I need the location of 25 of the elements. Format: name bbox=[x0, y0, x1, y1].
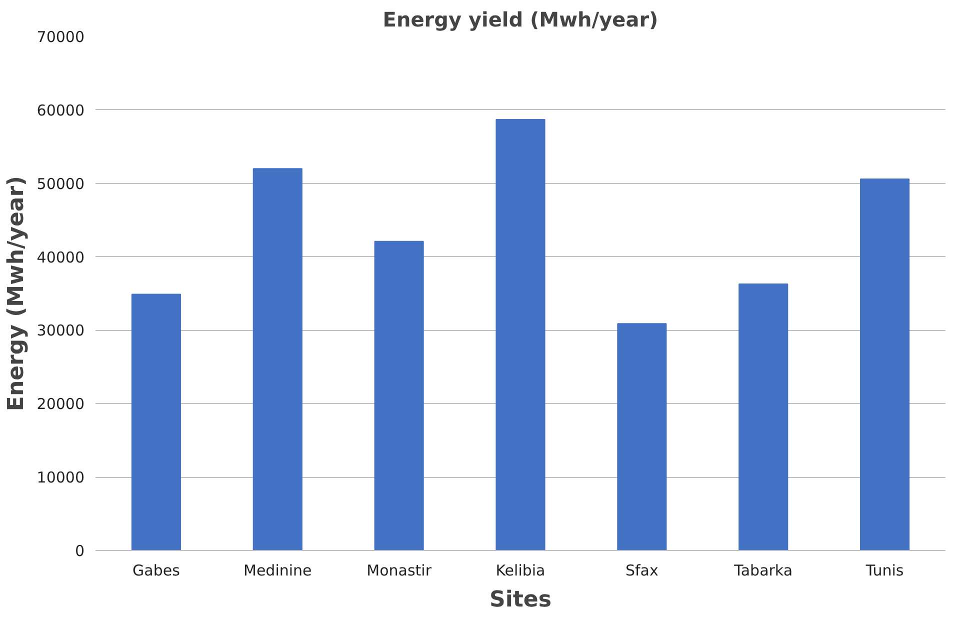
bar bbox=[374, 240, 424, 550]
y-tick-label: 30000 bbox=[36, 322, 84, 340]
bar bbox=[131, 294, 181, 550]
bar bbox=[496, 118, 546, 550]
x-axis-title: Sites bbox=[490, 588, 552, 612]
x-tick-label: Tunis bbox=[864, 562, 904, 580]
bar bbox=[738, 283, 788, 550]
y-tick-label: 0 bbox=[74, 542, 85, 560]
bar bbox=[617, 323, 667, 550]
x-tick-label: Gabes bbox=[132, 562, 180, 580]
y-tick-label: 40000 bbox=[36, 248, 84, 266]
x-tick-label: Monastir bbox=[366, 562, 432, 580]
y-tick-label: 60000 bbox=[36, 101, 84, 120]
x-tick-label: Sfax bbox=[625, 562, 658, 580]
y-tick-label: 50000 bbox=[36, 174, 84, 193]
bar bbox=[252, 168, 302, 550]
x-tick-label: Medinine bbox=[244, 562, 312, 580]
x-tick-label: Tabarka bbox=[733, 562, 793, 580]
y-tick-label: 70000 bbox=[36, 28, 84, 46]
y-tick-label: 20000 bbox=[36, 395, 84, 414]
bar bbox=[860, 178, 910, 550]
x-tick-label: Kelibia bbox=[496, 562, 546, 580]
y-tick-label: 10000 bbox=[36, 468, 84, 487]
chart-title: Energy yield (Mwh/year) bbox=[382, 8, 658, 32]
y-axis-title: Energy (Mwh/year) bbox=[4, 176, 29, 412]
